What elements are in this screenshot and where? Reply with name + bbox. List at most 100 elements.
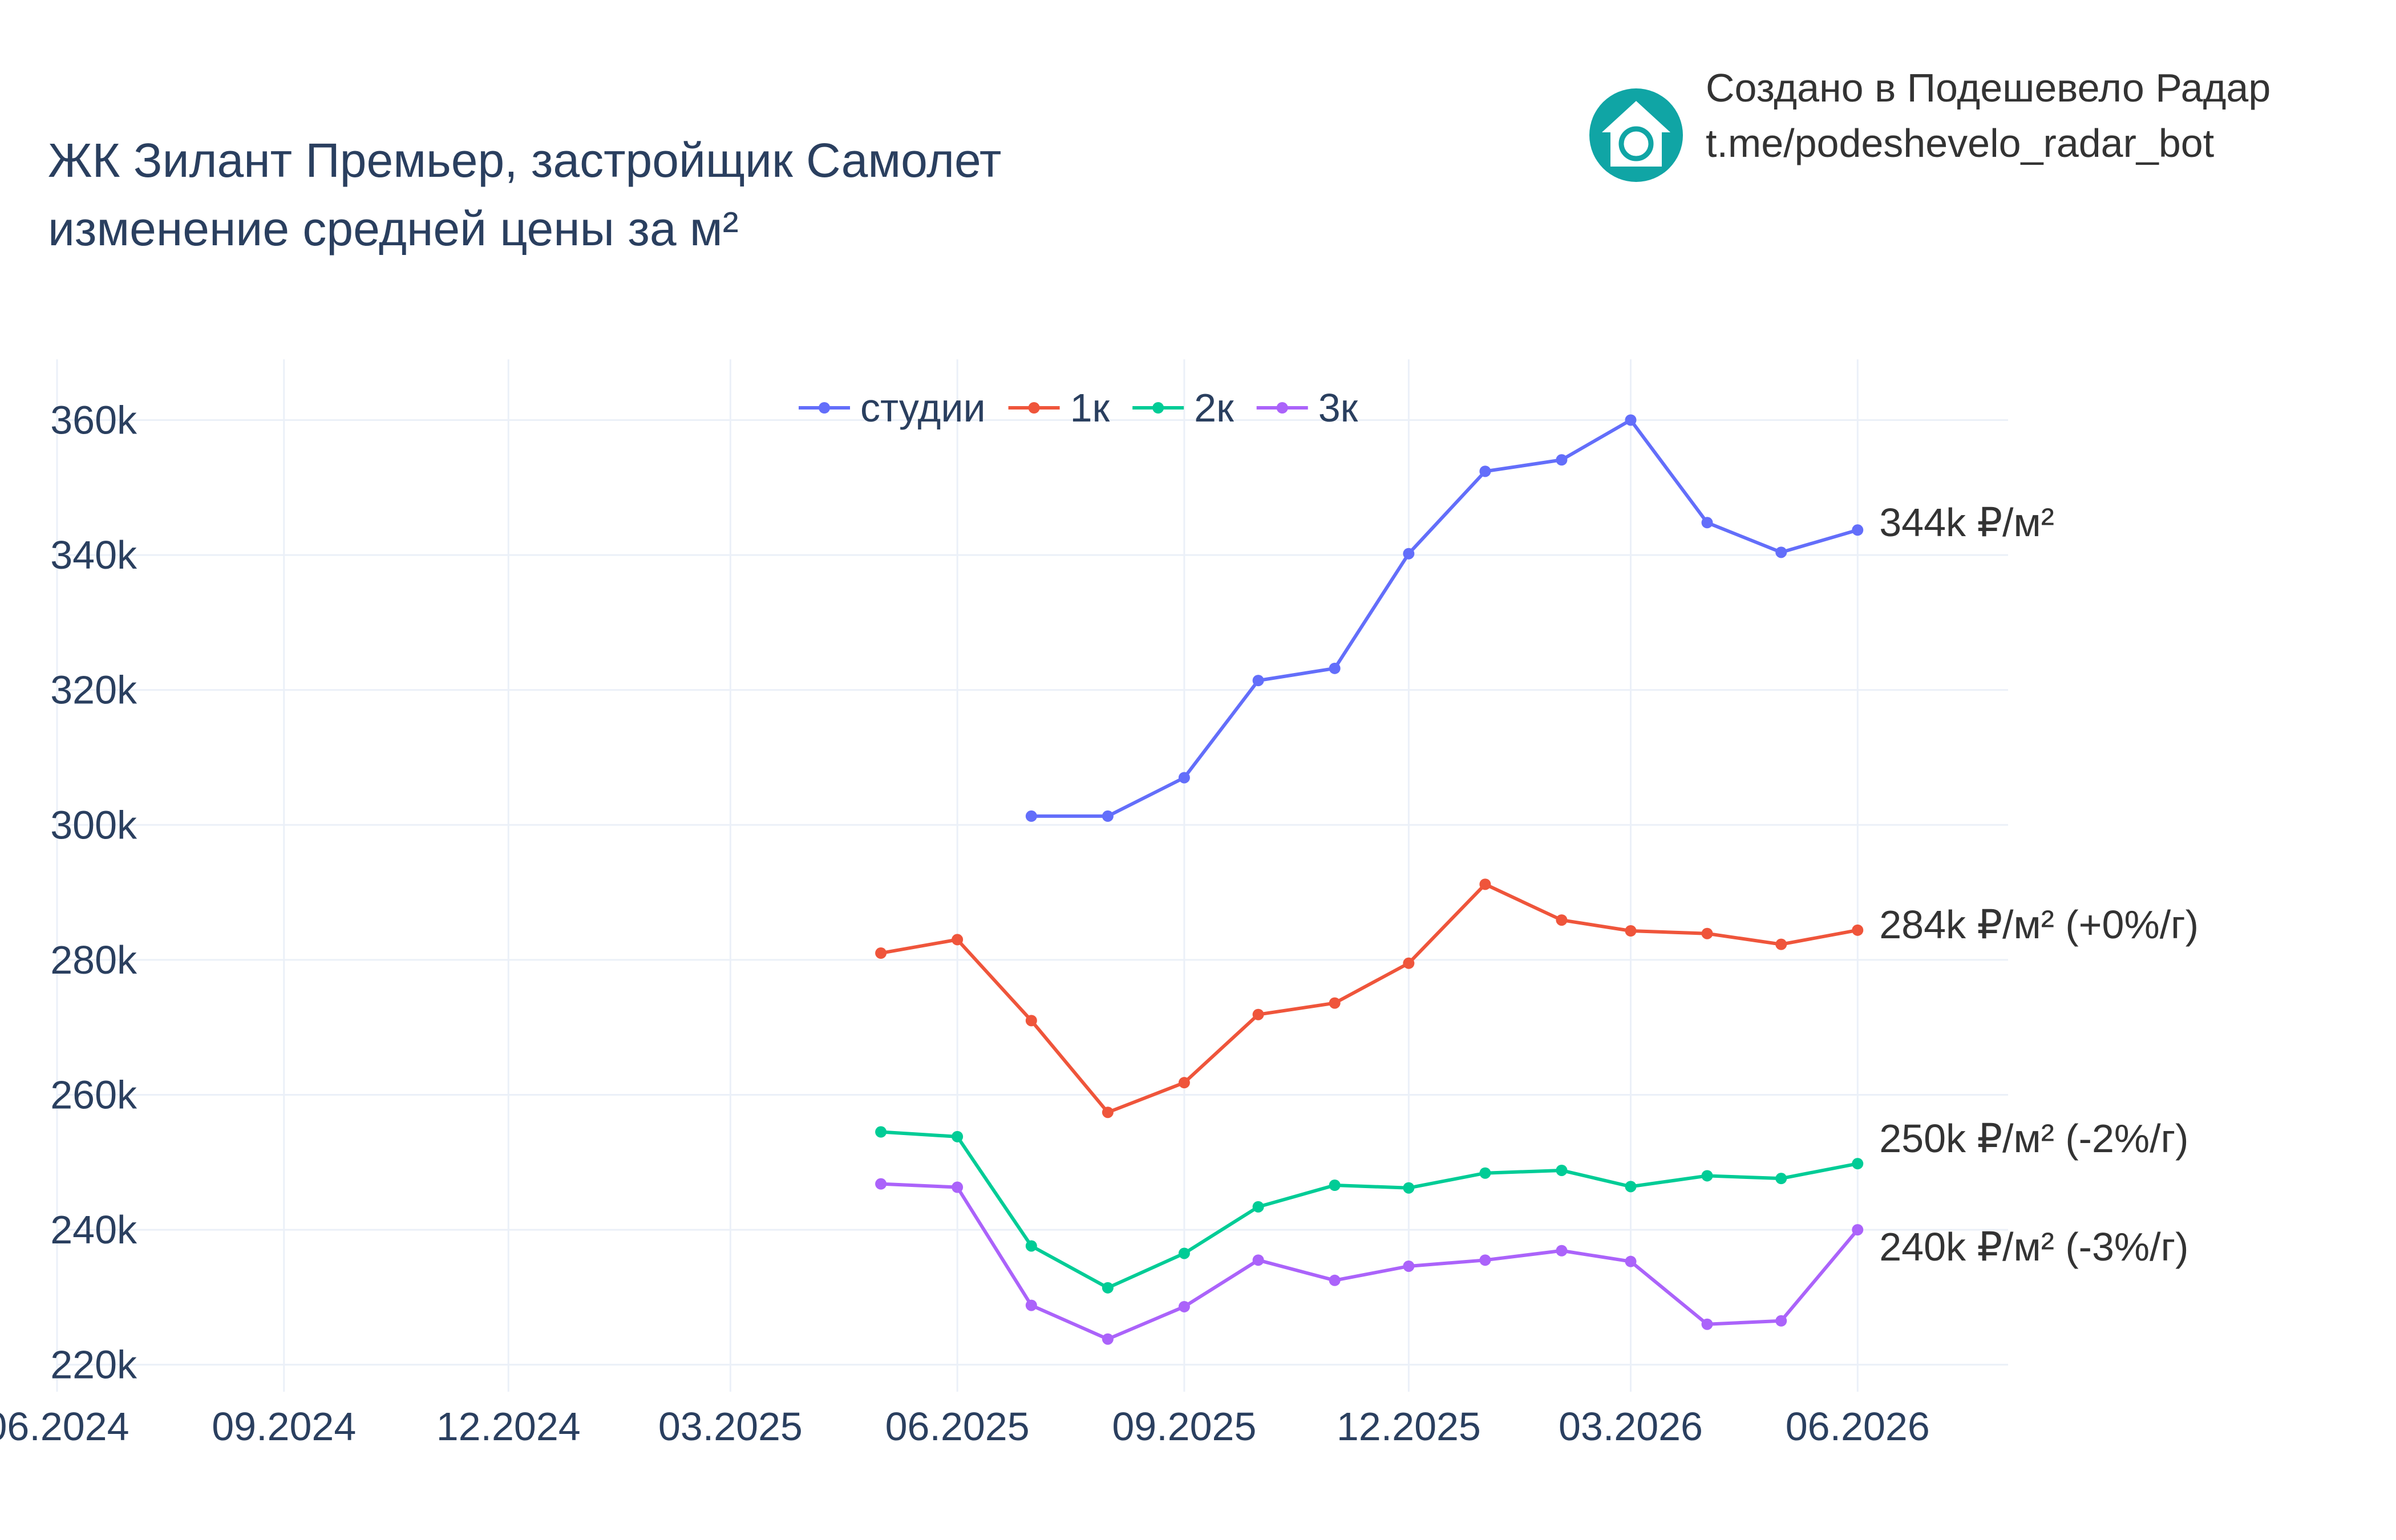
- refresh-ring: [1618, 126, 1654, 161]
- data-point[interactable]: [875, 1178, 887, 1190]
- data-point[interactable]: [1102, 1282, 1114, 1294]
- y-tick-label: 300k: [50, 803, 137, 847]
- x-tick-label: 09.2025: [1112, 1404, 1256, 1449]
- data-point[interactable]: [1252, 1008, 1264, 1020]
- data-point[interactable]: [1252, 1201, 1264, 1213]
- chart-title-line-2: изменение средней цены за м²: [48, 202, 739, 256]
- data-point[interactable]: [1178, 1247, 1190, 1259]
- y-tick-label: 280k: [50, 938, 137, 982]
- series-4: [875, 1178, 1864, 1345]
- x-tick-label: 06.2025: [885, 1404, 1030, 1449]
- data-point[interactable]: [1102, 1107, 1114, 1118]
- data-point[interactable]: [1479, 1167, 1491, 1179]
- series-end-label: 240k ₽/м² (-3%/г): [1879, 1225, 2188, 1269]
- series-line: [880, 1130, 1858, 1290]
- data-point[interactable]: [1625, 1181, 1637, 1193]
- data-point[interactable]: [1403, 548, 1415, 560]
- legend-item-3[interactable]: 2к: [1132, 386, 1234, 430]
- data-point[interactable]: [1625, 1255, 1637, 1267]
- legend: студии 1к 2к 3к: [799, 386, 1358, 430]
- y-tick-label: 260k: [50, 1072, 137, 1117]
- data-point[interactable]: [1852, 1158, 1864, 1170]
- legend-label: 3к: [1318, 386, 1358, 430]
- data-point[interactable]: [1775, 1315, 1787, 1327]
- data-point[interactable]: [1775, 546, 1787, 558]
- data-point[interactable]: [1556, 914, 1568, 926]
- x-tick-label: 03.2026: [1559, 1404, 1703, 1449]
- data-point[interactable]: [1479, 1254, 1491, 1266]
- data-point[interactable]: [1625, 414, 1637, 426]
- data-point[interactable]: [1252, 675, 1264, 687]
- legend-item-4[interactable]: 3к: [1256, 386, 1358, 430]
- brand-logo[interactable]: [1589, 88, 1683, 182]
- house-shape: [1602, 101, 1670, 167]
- data-point[interactable]: [1479, 465, 1491, 477]
- legend-item-1[interactable]: студии: [799, 386, 986, 430]
- series-3: [875, 1126, 1864, 1294]
- data-point[interactable]: [1701, 1170, 1713, 1182]
- data-point[interactable]: [1102, 810, 1114, 822]
- data-point[interactable]: [1329, 997, 1341, 1009]
- data-point[interactable]: [1178, 1300, 1190, 1312]
- data-point[interactable]: [1556, 1245, 1568, 1257]
- data-point[interactable]: [1252, 1254, 1264, 1266]
- legend-swatch-marker: [819, 402, 830, 414]
- y-axis-ticks: 220k 240k 260k 280k 300k 320k 340k 360k: [50, 398, 137, 1387]
- data-point[interactable]: [1025, 1015, 1037, 1027]
- data-point[interactable]: [1701, 1318, 1713, 1330]
- legend-item-2[interactable]: 1к: [1008, 386, 1110, 430]
- data-point[interactable]: [1102, 1333, 1114, 1345]
- legend-label: 1к: [1070, 386, 1110, 430]
- series-end-label: 284k ₽/м² (+0%/г): [1879, 902, 2199, 947]
- legend-label: студии: [860, 386, 986, 430]
- series-end-label: 344k ₽/м²: [1879, 500, 2054, 545]
- brand-line-2[interactable]: t.me/podeshevelo_radar_bot: [1706, 121, 2214, 165]
- data-point[interactable]: [1178, 772, 1190, 784]
- end-labels: 344k ₽/м² 284k ₽/м² (+0%/г) 250k ₽/м² (-2%…: [1879, 500, 2199, 1269]
- grid-layer: [56, 359, 2008, 1392]
- brand-line-1: Создано в Подешевело Радар: [1706, 66, 2270, 110]
- data-point[interactable]: [1329, 1274, 1341, 1286]
- data-point[interactable]: [952, 1181, 964, 1193]
- data-point[interactable]: [1775, 938, 1787, 950]
- data-point[interactable]: [1625, 925, 1637, 937]
- data-point[interactable]: [1479, 878, 1491, 890]
- series-line: [880, 882, 1858, 1115]
- x-tick-label: 12.2025: [1337, 1404, 1481, 1449]
- series-line: [880, 1182, 1859, 1341]
- data-point[interactable]: [1025, 810, 1037, 822]
- data-point[interactable]: [1403, 1182, 1415, 1194]
- data-point[interactable]: [1852, 1224, 1864, 1236]
- x-tick-label: 06.2026: [1786, 1404, 1930, 1449]
- data-point[interactable]: [1403, 957, 1415, 969]
- legend-swatch-marker: [1028, 402, 1040, 414]
- data-point[interactable]: [1852, 524, 1864, 536]
- series-2: [875, 878, 1864, 1118]
- legend-label: 2к: [1194, 386, 1234, 430]
- data-point[interactable]: [875, 1126, 887, 1138]
- y-tick-label: 220k: [50, 1343, 137, 1387]
- data-point[interactable]: [952, 1130, 964, 1142]
- data-point[interactable]: [1701, 927, 1713, 939]
- data-point[interactable]: [875, 947, 887, 959]
- data-point[interactable]: [1025, 1299, 1037, 1311]
- series-line: [1031, 418, 1859, 818]
- legend-swatch-marker: [1152, 402, 1164, 414]
- y-tick-label: 320k: [50, 668, 137, 712]
- data-point[interactable]: [1329, 662, 1341, 674]
- data-point[interactable]: [1556, 1164, 1568, 1176]
- x-axis-ticks: 06.2024 09.2024 12.2024 03.2025 06.2025 09.20…: [0, 1404, 1930, 1449]
- data-point[interactable]: [1775, 1173, 1787, 1185]
- y-tick-label: 360k: [50, 398, 137, 442]
- data-point[interactable]: [1556, 454, 1568, 466]
- data-point[interactable]: [952, 934, 964, 946]
- series-end-label: 250k ₽/м² (-2%/г): [1879, 1116, 2188, 1161]
- data-point[interactable]: [1178, 1077, 1190, 1089]
- y-tick-label: 240k: [50, 1207, 137, 1252]
- data-point[interactable]: [1403, 1260, 1415, 1272]
- data-point[interactable]: [1329, 1180, 1341, 1191]
- data-point[interactable]: [1852, 924, 1864, 936]
- data-point[interactable]: [1701, 517, 1713, 529]
- data-point[interactable]: [1025, 1240, 1037, 1252]
